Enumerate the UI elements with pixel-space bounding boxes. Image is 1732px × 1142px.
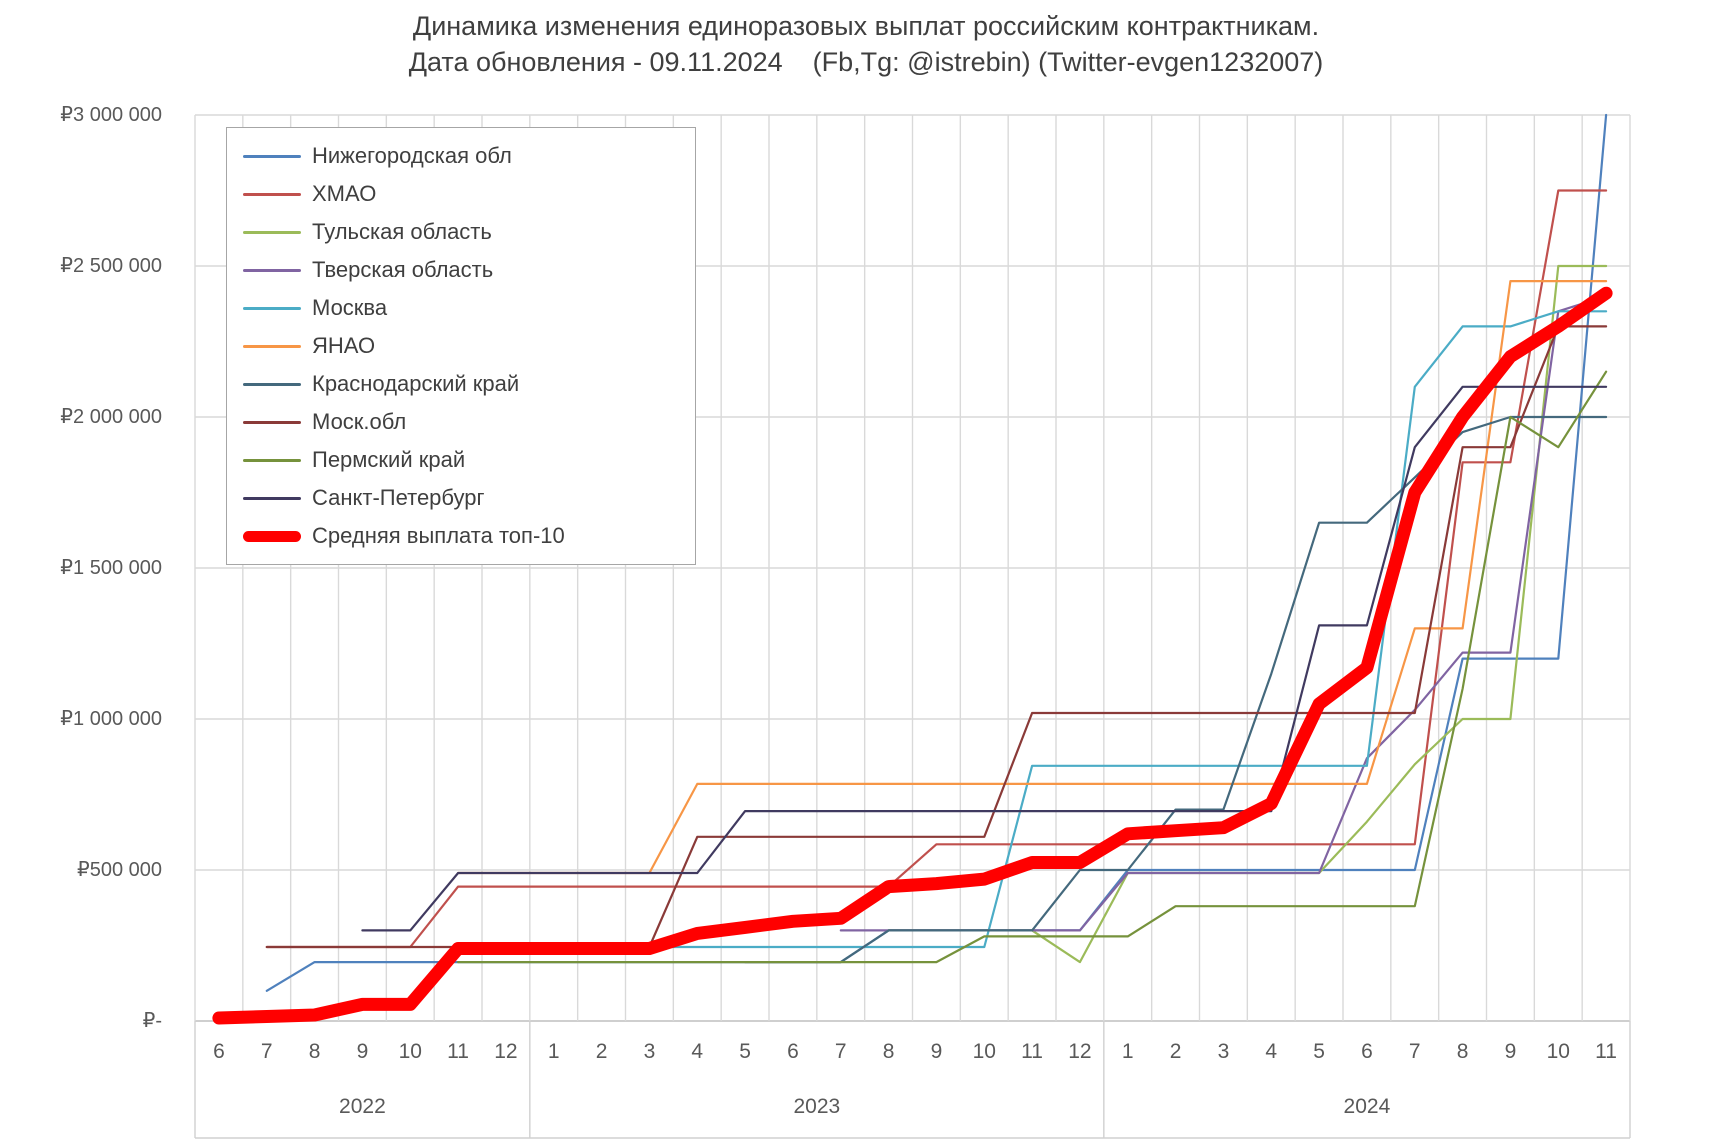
x-axis-label: 12 [1068,1040,1092,1063]
chart-title-line1: Динамика изменения единоразовых выплат р… [412,11,1320,41]
x-axis-label: 6 [1361,1040,1373,1063]
legend-line-swatch-icon [243,420,301,424]
legend-line-swatch-icon [243,382,301,386]
y-axis-label: ₽2 000 000 [60,406,162,428]
legend-label: Средняя выплата топ-10 [312,523,565,548]
x-axis-label: 9 [1504,1040,1517,1063]
series-line [744,415,1608,964]
legend-line-swatch-icon [243,344,301,348]
legend-label: Тверская область [312,257,494,282]
series-line [361,385,1608,932]
legend-line-swatch-icon [243,496,301,500]
year-label: 2024 [1343,1095,1391,1118]
x-axis-label: 8 [308,1040,321,1063]
legend-label: Пермский край [312,447,466,472]
x-axis-label: 7 [1408,1040,1421,1063]
legend-line-swatch-icon [243,192,301,196]
year-label: 2023 [793,1095,841,1118]
y-axis-label: ₽1 000 000 [60,708,162,730]
x-axis-label: 7 [260,1040,273,1063]
x-axis-label: 12 [494,1040,518,1063]
legend-label: ХМАО [312,181,377,206]
legend-label: Краснодарский край [312,371,520,396]
x-axis-label: 2 [595,1040,608,1063]
legend-item: Краснодарский край [243,365,695,403]
x-axis-label: 8 [882,1040,895,1063]
x-axis-label: 9 [356,1040,369,1063]
legend-item: Москва [243,289,695,327]
legend-item: Пермский край [243,441,695,479]
chart-title-line2: Дата обновления - 09.11.2024 (Fb,Tg: @is… [408,47,1324,77]
x-axis-label: 3 [1217,1040,1230,1063]
legend-item: Тульская область [243,213,695,251]
x-axis-label: 10 [398,1040,422,1063]
legend-item: Моск.обл [243,403,695,441]
legend-label: ЯНАО [312,333,376,358]
chart-title: Динамика изменения единоразовых выплат р… [0,8,1732,80]
legend-label: Моск.обл [312,409,407,434]
series-line [212,286,1613,1025]
legend-box: Нижегородская обл ХМАО Тульская область Тве… [226,127,696,565]
x-axis-label: 5 [739,1040,751,1063]
legend-item: ЯНАО [243,327,695,365]
x-axis-label: 8 [1456,1040,1469,1063]
x-axis-label: 3 [643,1040,656,1063]
x-axis-label: 1 [547,1040,560,1063]
year-label: 2022 [339,1095,386,1118]
x-axis-label: 10 [1546,1040,1570,1063]
legend-item: Санкт-Петербург [243,479,695,517]
y-axis-label: ₽500 000 [76,859,162,881]
y-axis-label: ₽3 000 000 [60,104,162,126]
legend-line-swatch-icon [243,530,301,542]
x-axis-label: 4 [1265,1040,1278,1063]
y-axis-label: ₽- [142,1010,162,1032]
legend-label: Санкт-Петербург [312,485,485,510]
series-line [265,189,1608,949]
legend-label: Нижегородская обл [312,143,512,168]
legend-item: Тверская область [243,251,695,289]
x-axis-label: 11 [1595,1040,1617,1063]
legend-label: Тульская область [312,219,492,244]
x-axis-label: 6 [213,1040,225,1063]
y-axis-label: ₽2 500 000 [60,255,162,277]
x-axis-label: 9 [930,1040,943,1063]
series-line [457,370,1608,964]
legend-line-swatch-icon [243,154,301,158]
legend-item: ХМАО [243,175,695,213]
legend-item: Средняя выплата топ-10 [243,517,695,555]
y-axis-label: ₽1 500 000 [60,557,162,579]
x-axis-label: 2 [1169,1040,1182,1063]
x-axis-label: 5 [1313,1040,1325,1063]
series-line [648,310,1608,949]
x-axis-label: 4 [691,1040,704,1063]
x-axis-label: 11 [447,1040,469,1063]
x-axis-label: 6 [787,1040,799,1063]
series-line [839,295,1608,932]
x-axis-label: 10 [972,1040,996,1063]
legend-item: Нижегородская обл [243,137,695,175]
x-axis-label: 11 [1021,1040,1043,1063]
x-axis-label: 1 [1121,1040,1134,1063]
legend-line-swatch-icon [243,230,301,234]
x-axis-label: 7 [834,1040,847,1063]
legend-line-swatch-icon [243,458,301,462]
legend-line-swatch-icon [243,306,301,310]
legend-label: Москва [312,295,388,320]
legend-line-swatch-icon [243,268,301,272]
